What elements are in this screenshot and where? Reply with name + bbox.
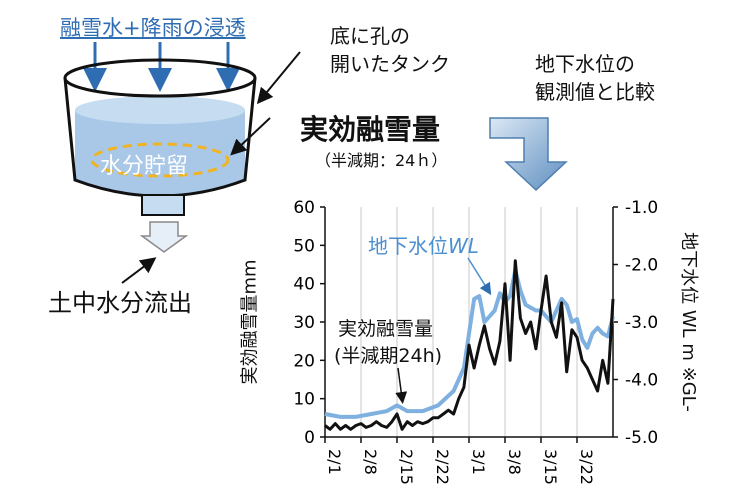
- effective-title: 実効融雪量: [300, 113, 441, 146]
- compare-line1: 地下水位の: [535, 52, 635, 76]
- eff-callout: [395, 367, 408, 404]
- y-left-tick-label: 30: [293, 313, 315, 333]
- x-tick-label: 3/8: [505, 449, 524, 475]
- y-left-tick-label: 10: [293, 390, 315, 410]
- x-tick-label: 2/15: [397, 449, 416, 485]
- x-tick-label: 3/22: [577, 449, 596, 485]
- y-left-axis-label: 実効融雪量mm: [239, 259, 261, 385]
- series-label-wl: 地下水位WL: [368, 230, 479, 259]
- y-right-tick-label: -2.0: [625, 256, 658, 276]
- y-right-tick-label: -1.0: [625, 198, 658, 218]
- tank: [63, 58, 257, 216]
- compare-arrow: [489, 117, 568, 192]
- x-tick-label: 2/1: [325, 449, 344, 475]
- outflow-label: 土中水分流出: [48, 289, 192, 317]
- tank-note-line2: 開いたタンク: [330, 52, 450, 76]
- series-label-eff-halflife: (半減期24h): [334, 345, 443, 367]
- y-left-tick-label: 40: [293, 275, 315, 295]
- series-label-eff: 実効融雪量: [338, 318, 434, 340]
- y-left-tick-label: 50: [293, 236, 315, 256]
- x-tick-label: 2/8: [361, 449, 380, 475]
- series-label-wl-text: 地下水位: [368, 234, 448, 258]
- tank-note-line1: 底に孔の: [330, 24, 410, 48]
- compare-line2: 観測値と比較: [535, 80, 655, 104]
- y-right-axis-label: 地下水位 WL m ※GL-: [677, 232, 699, 412]
- tank-outlet: [141, 194, 185, 216]
- y-right-tick-label: -3.0: [625, 313, 658, 333]
- tank-note: 底に孔の 開いたタンク: [330, 22, 450, 78]
- storage-label: 水分貯留: [100, 154, 189, 179]
- chart: 2/1 2/8 2/15 2/22 3/1 3/8 3/15 3/22 60 50 40 30 20 10…: [293, 198, 658, 485]
- y-right-tick-label: -5.0: [625, 428, 658, 448]
- x-tick-label: 2/22: [433, 449, 452, 485]
- y-left-tick-label: 60: [293, 198, 315, 218]
- wl-callout: [467, 257, 492, 296]
- outflow-arrow: [139, 221, 189, 253]
- series-label-wl-symbol: WL: [448, 234, 479, 258]
- storage-ring: [90, 142, 230, 178]
- y-left-tick-label: 20: [293, 351, 315, 371]
- y-left-tick-label: 0: [304, 428, 315, 448]
- x-tick-label: 3/15: [541, 449, 560, 485]
- effective-subtitle: （半減期：24ｈ）: [315, 151, 448, 170]
- inflow-label: 融雪水+降雨の浸透: [60, 16, 246, 40]
- y-right-tick-label: -4.0: [625, 371, 658, 391]
- compare-note: 地下水位の 観測値と比較: [535, 50, 655, 106]
- x-tick-label: 3/1: [469, 449, 488, 475]
- series-line-effective-snowmelt: [324, 259, 615, 431]
